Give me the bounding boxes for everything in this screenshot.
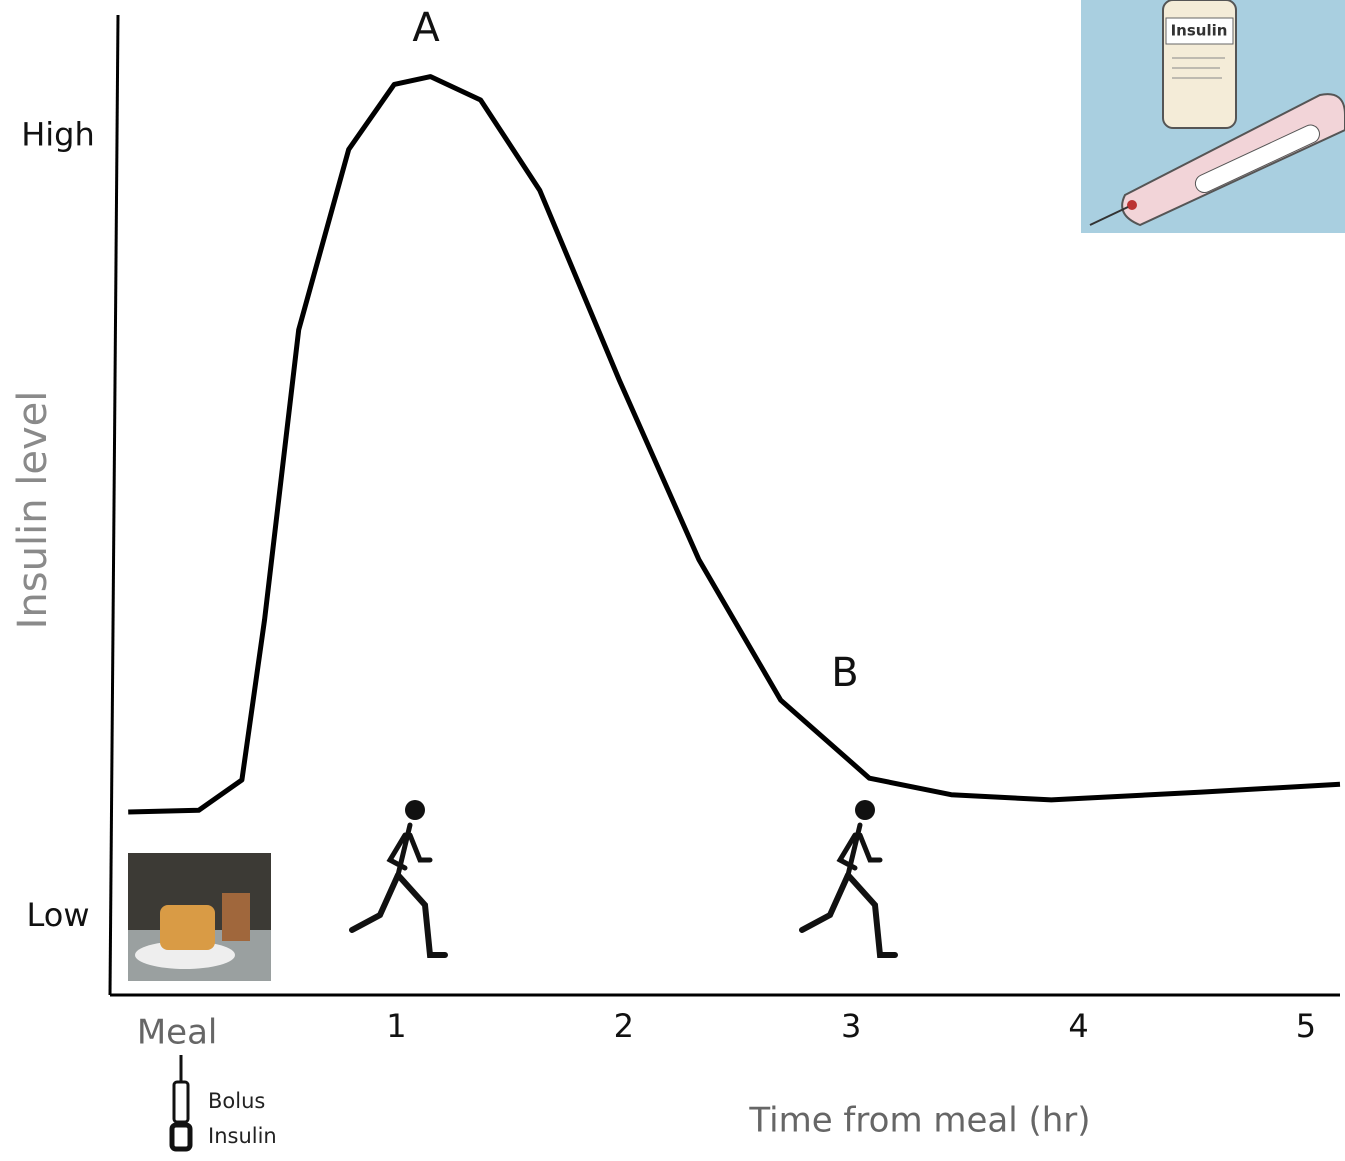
- x-tick-label: 4: [1068, 1007, 1088, 1045]
- runner-icon: [352, 800, 445, 955]
- y-tick-label: Low: [26, 896, 89, 934]
- x-tick-label: 2: [614, 1007, 634, 1045]
- x-tick-label: 3: [841, 1007, 861, 1045]
- y-axis: [110, 15, 118, 995]
- x-tick-label: 5: [1296, 1007, 1316, 1045]
- annotation: A: [412, 5, 440, 51]
- x-tick-label: Meal: [137, 1013, 218, 1053]
- runner-icon: [802, 800, 895, 955]
- bolus-label: Bolus: [208, 1089, 265, 1113]
- meal-photo: [128, 853, 271, 981]
- insulin-illustration: Insulin: [1081, 0, 1345, 233]
- syringe-icon: [172, 1055, 190, 1149]
- x-tick-label: 1: [386, 1007, 406, 1045]
- bolus-label: Insulin: [208, 1124, 277, 1148]
- vial-label: Insulin: [1171, 22, 1228, 40]
- x-axis-label: Time from meal (hr): [748, 1101, 1090, 1141]
- annotation: B: [831, 650, 858, 696]
- y-axis-label: Insulin level: [10, 391, 56, 630]
- chart: Insulin Bolus Insulin Insulin level Time…: [0, 0, 1345, 1161]
- y-tick-label: High: [21, 115, 95, 153]
